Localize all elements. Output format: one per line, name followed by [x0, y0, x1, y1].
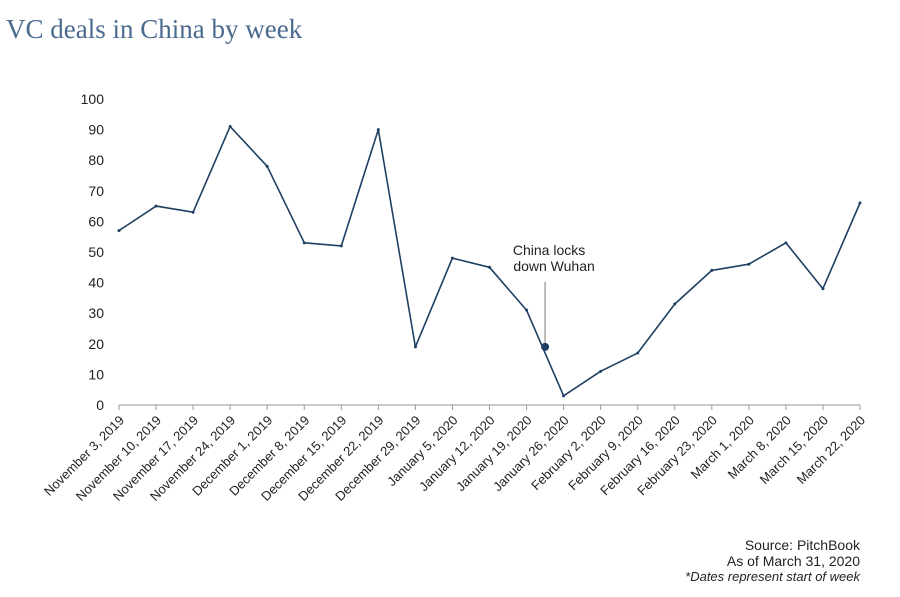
data-point: [265, 164, 269, 168]
y-axis: 0 10 20 30 40 50 60 70 80 90 100: [81, 91, 105, 413]
annotation-text-line-1: China locks: [513, 242, 585, 258]
data-point: [117, 229, 121, 233]
data-point: [747, 262, 751, 266]
y-tick-label: 60: [88, 213, 104, 229]
x-tick-label: March 22, 2020: [794, 413, 868, 487]
data-point: [858, 201, 862, 205]
y-tick-label: 90: [88, 122, 104, 138]
data-point: [636, 351, 640, 355]
y-tick-label: 0: [96, 397, 104, 413]
data-point: [376, 128, 380, 132]
y-tick-label: 50: [88, 244, 104, 260]
y-tick-label: 20: [88, 336, 104, 352]
data-point: [154, 204, 158, 208]
data-point: [562, 394, 566, 398]
source-text: Source: PitchBook: [744, 537, 860, 553]
data-point: [228, 125, 232, 129]
y-tick-label: 80: [88, 152, 104, 168]
data-point: [302, 241, 306, 245]
data-point: [784, 241, 788, 245]
footnote-text: *Dates represent start of week: [685, 569, 860, 584]
data-point: [673, 302, 677, 306]
annotation-text-line-2: down Wuhan: [513, 258, 594, 274]
y-tick-label: 40: [88, 275, 104, 291]
data-point: [450, 256, 454, 260]
data-point: [710, 268, 714, 272]
data-point: [339, 244, 343, 248]
data-point: [191, 210, 195, 214]
y-tick-label: 100: [81, 91, 105, 107]
y-tick-label: 10: [88, 366, 104, 382]
series-points: [117, 125, 862, 398]
data-point: [413, 345, 417, 349]
y-tick-label: 70: [88, 183, 104, 199]
data-point: [488, 265, 491, 269]
data-point: [821, 287, 825, 291]
as-of-text: As of March 31, 2020: [726, 553, 860, 569]
chart-title: VC deals in China by week: [6, 14, 303, 44]
data-point: [599, 369, 603, 373]
data-point: [525, 308, 529, 312]
y-tick-label: 30: [88, 305, 104, 321]
chart-footer: Source: PitchBook As of March 31, 2020 *…: [685, 537, 860, 585]
series-line: [118, 125, 861, 397]
annotation-marker: [541, 342, 550, 351]
